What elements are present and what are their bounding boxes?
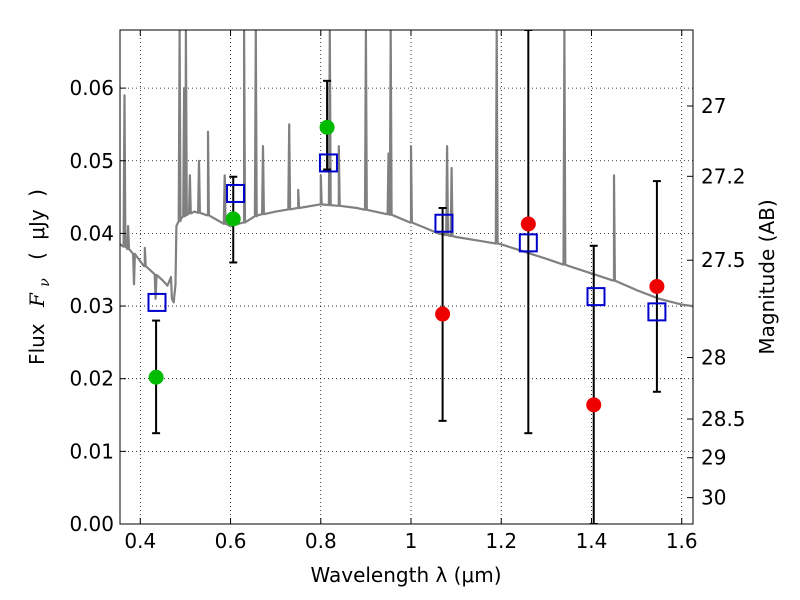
y-tick-label: 0.01	[69, 439, 114, 463]
y-tick-label: 0.04	[69, 221, 114, 245]
right-axis-title: Magnitude (AB)	[755, 199, 779, 354]
y-tick-label: 0.00	[69, 512, 114, 536]
model-photometry-point	[434, 213, 454, 233]
plot-area	[120, 30, 693, 524]
data-point	[225, 211, 241, 227]
plot-content	[120, 30, 693, 524]
x-tick-label: 0.6	[215, 529, 247, 553]
right-tick-label: 27	[701, 94, 726, 118]
model-photometry-point	[586, 287, 606, 307]
model-sed-line	[120, 30, 693, 308]
y-tick-label: 0.06	[69, 76, 114, 100]
axis-ticks: 0.4 0.6 0.8 1 1.2 1.4 1.6 0.00 0.01 0.02 0.03 0.04 0…	[69, 30, 746, 553]
y-tick-label: 0.02	[69, 367, 114, 391]
right-tick-label: 27.2	[701, 164, 746, 188]
x-tick-label: 1.2	[485, 529, 517, 553]
x-tick-label: 1	[405, 529, 418, 553]
model-photometry-point	[318, 153, 338, 173]
right-tick-label: 30	[701, 486, 726, 510]
data-point	[649, 278, 665, 294]
model-photometry-point	[147, 292, 167, 312]
data-point	[586, 397, 602, 413]
model-photometry-point	[518, 233, 538, 253]
model-photometry-point	[226, 183, 246, 203]
data-point	[148, 369, 164, 385]
x-axis-title: Wavelength λ (μm)	[310, 563, 501, 587]
x-tick-label: 0.4	[124, 529, 156, 553]
right-tick-label: 27.5	[701, 248, 746, 272]
y-axis-title: Flux F ν ( μJy )	[25, 189, 54, 365]
right-tick-label: 29	[701, 446, 726, 470]
data-point	[435, 306, 451, 322]
x-tick-label: 1.6	[666, 529, 698, 553]
right-tick-label: 28	[701, 346, 726, 370]
plot-frame	[119, 29, 694, 525]
y-tick-label: 0.05	[69, 149, 114, 173]
data-point	[319, 119, 335, 135]
model-photometry-point	[647, 302, 667, 322]
y-tick-label: 0.03	[69, 294, 114, 318]
x-tick-label: 0.8	[305, 529, 337, 553]
data-point	[520, 216, 536, 232]
x-tick-label: 1.4	[576, 529, 608, 553]
right-tick-label: 28.5	[701, 407, 746, 431]
